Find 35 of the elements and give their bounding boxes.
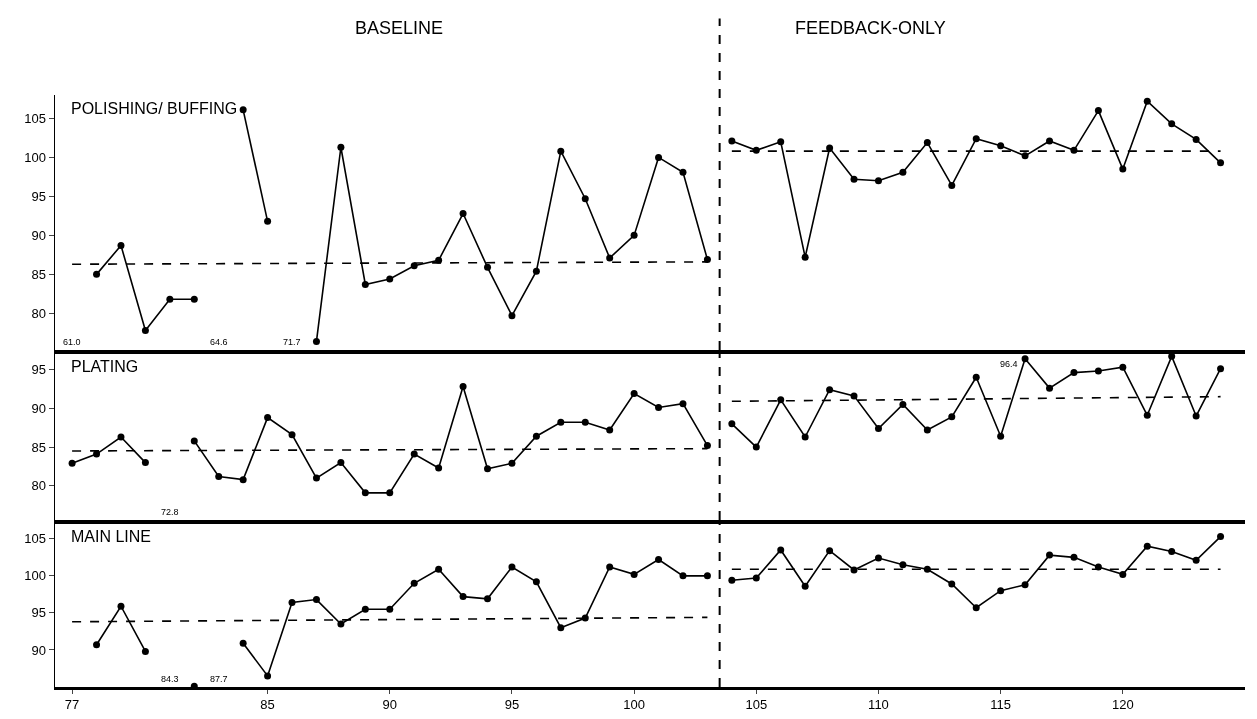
- annotation: 84.3: [161, 674, 179, 684]
- y-tick-label: 80: [31, 478, 46, 494]
- y-tick-label: 90: [31, 642, 46, 658]
- y-tick-label: 105: [24, 531, 46, 547]
- y-tick-label: 85: [31, 266, 46, 282]
- x-tick-label: 115: [990, 697, 1012, 713]
- y-tick-label: 85: [31, 439, 46, 455]
- chart-title: PLATING: [71, 358, 139, 375]
- x-tick-label: 85: [260, 697, 275, 713]
- y-tick-label: 95: [31, 188, 46, 204]
- x-tick-label: 100: [623, 697, 645, 713]
- text: BASELINE: [355, 18, 444, 38]
- y-tick-label: 100: [24, 568, 46, 584]
- y-tick-label: 100: [24, 149, 46, 165]
- annotation: 71.7: [283, 337, 301, 347]
- annotation: 72.8: [161, 507, 179, 517]
- x-tick-label: 110: [868, 697, 889, 713]
- text: FEEDBACK-ONLY: [795, 18, 946, 38]
- y-tick-label: 80: [31, 305, 46, 321]
- x-tick-label: 90: [382, 697, 397, 713]
- y-tick-label: 95: [31, 362, 46, 378]
- chart-title: POLISHING/ BUFFING: [71, 100, 238, 117]
- x-tick-label: 95: [504, 697, 520, 713]
- y-tick-label: 95: [31, 605, 46, 621]
- x-tick-label: 77: [64, 697, 80, 713]
- annotation: 61.0: [63, 337, 81, 347]
- annotation: 87.7: [210, 674, 228, 684]
- y-tick-label: 105: [24, 110, 46, 126]
- x-tick-label: 120: [1111, 697, 1134, 713]
- y-tick-label: 90: [31, 400, 46, 416]
- y-tick-label: 90: [31, 227, 46, 243]
- annotation: 64.6: [210, 337, 228, 347]
- x-tick-label: 105: [745, 697, 768, 713]
- annotation: 96.4: [1000, 359, 1018, 369]
- chart-title: MAIN LINE: [71, 528, 152, 545]
